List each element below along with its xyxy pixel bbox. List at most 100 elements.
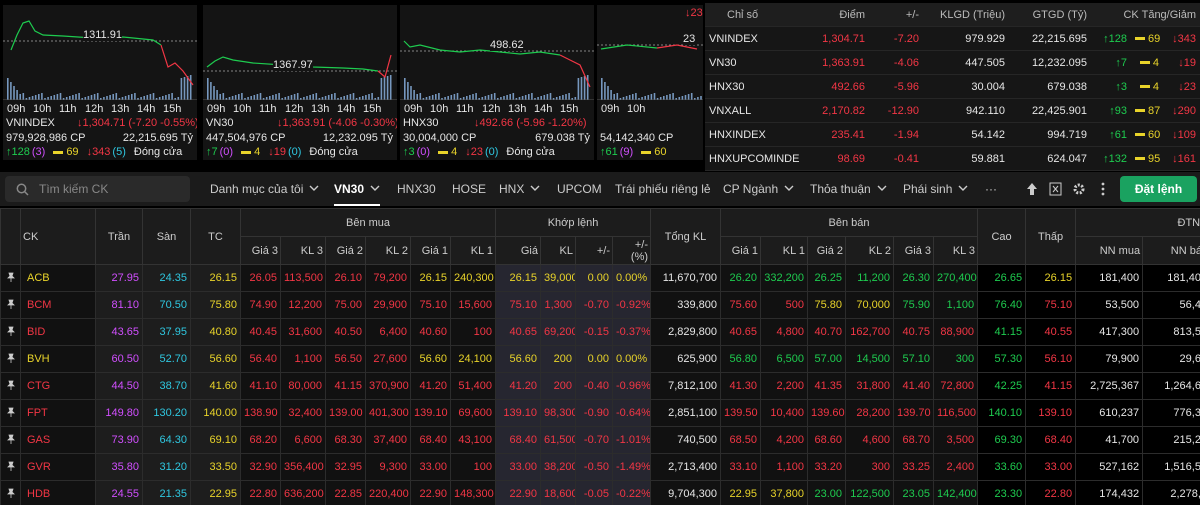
index-cell: 235.41 [803,122,869,147]
index-cell: 30.004 [923,74,1009,99]
volume-bar [165,95,167,100]
board-cell: 6,500 [760,345,809,373]
board-cell: 69.10 [190,426,241,454]
volume-bar [568,93,570,100]
board-cell: 113,500 [280,264,326,292]
pin-path [6,434,15,444]
volume-bar [487,95,490,100]
toolbar-icons[interactable] [1026,182,1116,196]
volume-bar [253,95,256,100]
volume-bar [31,96,34,100]
volume-bar [546,94,549,100]
pin-icon [6,488,15,498]
tab[interactable]: Thỏa thuận [810,172,887,206]
order-button[interactable]: Đặt lệnh [1120,176,1197,202]
sparkline [203,54,397,100]
pin-path [6,299,15,309]
volume-bar [475,93,477,100]
board-cell: 332,200 [760,264,809,292]
board-cell: 200 [540,372,576,400]
index-cell: 22,425.901 [1009,98,1091,123]
index-cell: ↑3 [1091,74,1131,99]
volume-bar [586,75,589,100]
tab[interactable]: HNX [499,172,540,206]
volume-bar [34,95,37,100]
board-cell: 636,200 [280,480,326,505]
breadth-floor: (0) [484,146,499,158]
board-cell: 148,300 [450,480,496,505]
tab[interactable]: HOSE [452,182,487,196]
board-cell: 33.60 [977,453,1027,481]
tab[interactable]: HNX30 [397,182,436,196]
sub-header: NN bán [1142,236,1200,265]
board-cell: 24.55 [95,480,143,505]
tab[interactable]: VN30 [334,172,381,206]
volume-bar [250,96,252,100]
tab[interactable]: Trái phiếu riêng lẻ [615,182,711,196]
volume-bar [28,97,31,100]
volume-bar [481,97,484,100]
tab[interactable]: CP Ngành [723,172,794,206]
search-box[interactable]: Tìm kiếm CK [5,176,190,202]
board-cell: -0.50 [575,453,613,481]
index-header: KLGD (Triệu) [923,3,1009,27]
board-cell: 75.00 [325,291,366,319]
sub-header: +/- [575,236,613,265]
pin-icon [6,272,15,282]
board-cell: 138.90 [240,399,281,427]
board-cell: 149.80 [95,399,143,427]
index-header: CK Tăng/Giảm [1091,3,1200,27]
index-panel: 1367.97 09h 10h 11h 12h 13h 14h 15h VN30 ↓1,363.9… [203,5,397,160]
board-cell: 356,400 [280,453,326,481]
board-cell: 56.40 [240,345,281,373]
board-cell: -0.15 [575,318,613,346]
board-cell: 38,200 [540,453,576,481]
tab[interactable]: Phái sinh [903,172,968,206]
header-row: CK Trần Sàn TC Bên mua Khớp lệnh Tổng KL Bên bá… [0,208,1200,265]
pin [0,264,21,292]
index-cell: 60 [1131,122,1163,147]
volume-bar [675,98,677,100]
pin-path [6,488,15,498]
volume-bar [140,97,142,100]
board-cell: BVH [20,345,96,373]
reference-label: 1367.97 [273,59,313,71]
chevron [877,185,887,191]
board-cell: 21.35 [142,480,191,505]
board-cell: 33.50 [190,453,241,481]
index-cell: ↑132 [1091,146,1131,171]
tab[interactable]: Danh mục của tôi [210,172,319,206]
board-cell: -0.92% [611,291,652,319]
breadth-ceil: (0) [219,146,234,158]
index-cell: 979.929 [923,26,1009,51]
breadth-down: ↓23 [465,146,483,158]
board-cell: 1,100 [760,453,809,481]
volume-bar [365,95,367,100]
board-cell: 28,200 [845,399,895,427]
board-cell: 9,300 [365,453,411,481]
time-label: 10h [627,103,646,115]
pin-icon [6,461,15,471]
volume-bar [386,76,389,100]
tab[interactable]: ··· [985,182,997,196]
volume-bar [653,93,656,100]
board-cell: 140.10 [977,399,1027,427]
pin-header [0,208,21,265]
volume: 54,142,340 CP [600,132,674,144]
volume-bar [644,96,646,100]
volume-bar [219,94,221,100]
breadth-up: ↑128 [6,146,30,158]
index-cell: 994.719 [1009,122,1091,147]
board-cell: 68.40 [495,426,541,454]
board-cell: 56.80 [720,345,762,373]
tab[interactable]: UPCOM [557,182,602,196]
time-label: 15h [163,103,182,115]
volume-bar [180,78,183,100]
pin-path [6,461,15,471]
board-cell: 80,000 [280,372,326,400]
board-cell: 40.55 [1025,318,1077,346]
search-icon [16,183,29,196]
volume-bar [324,96,327,100]
board-cell: 26.15 [410,264,451,292]
